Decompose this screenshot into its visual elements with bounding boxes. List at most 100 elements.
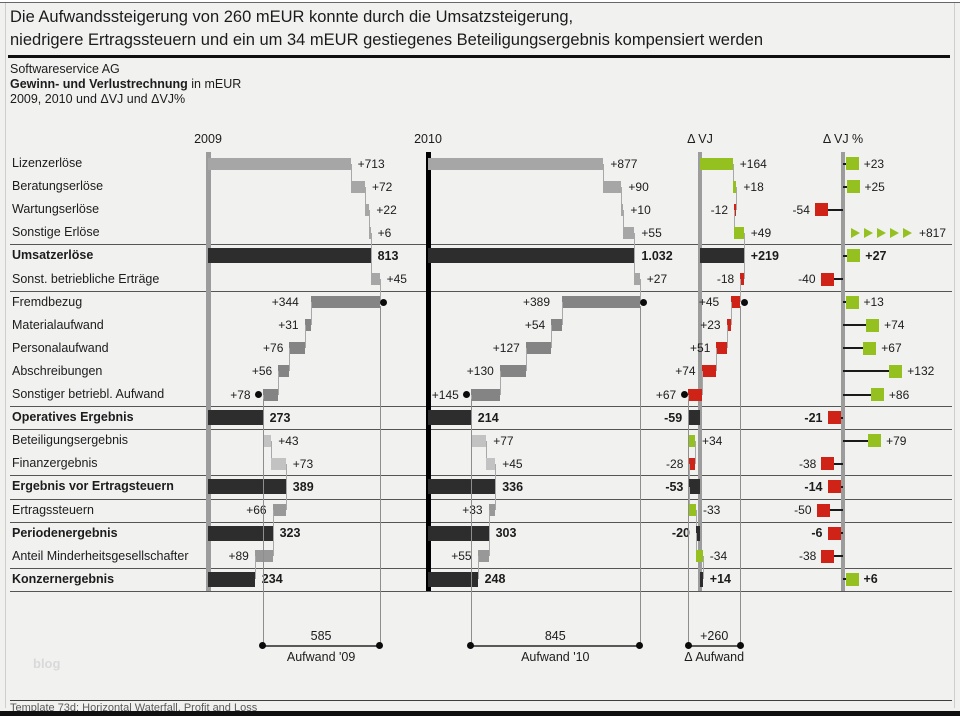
waterfall-bar-dvj [731,296,741,309]
value-label-y09: +76 [263,341,284,356]
value-label-dvjp: +27 [865,248,887,263]
waterfall-connector [499,371,501,395]
column-header-dvjp: Δ VJ % [822,132,864,146]
waterfall-bar-dvj [696,525,700,541]
offscale-arrow-icon [890,227,899,238]
row-label: Anteil Minderheitsgesellschafter [12,548,189,563]
row-separator [10,521,952,523]
value-label-dvjp: -54 [792,202,810,217]
value-label-dvjp: -40 [798,272,816,287]
row-label: Finanzergebnis [12,456,98,471]
pct-stem [823,509,843,512]
pct-marker [845,157,859,171]
pct-marker [845,572,859,586]
row-separator [10,475,952,477]
row-label: Sonstiger betriebl. Aufwand [12,387,165,402]
row-separator [10,290,952,292]
value-label-y10: +90 [628,179,649,194]
bracket-value: 585 [310,628,332,643]
bracket-line [470,644,640,647]
bracket-dot [259,642,267,649]
slide-title-line1: Die Aufwandssteigerung von 260 mEUR konn… [10,8,574,26]
waterfall-connector [740,279,742,303]
row-label: Fremdbezug [12,294,83,309]
waterfall-bar-y09 [272,504,286,517]
value-label-dvjp: +86 [888,387,910,402]
value-label-y10: 336 [502,479,524,494]
value-label-dvj: +49 [750,225,772,240]
pct-marker [827,411,841,425]
slide-left-border [5,3,6,708]
row-label: Beteiligungsergebnis [12,433,129,448]
waterfall-connector [272,510,274,534]
column-header-y10: 2010 [414,132,442,146]
offscale-arrow-icon [903,227,912,238]
value-label-dvj: +67 [655,387,677,402]
waterfall-bar-y09 [254,550,273,563]
waterfall-bar-y09 [350,180,365,193]
value-label-y09: +89 [228,549,249,564]
bracket-value: +260 [700,628,729,643]
waterfall-bar-dvj [716,342,727,355]
waterfall-bar-y10 [477,550,489,563]
value-label-y09: +344 [271,295,299,310]
waterfall-bar-dvj [688,388,702,401]
value-label-y10: +127 [492,341,520,356]
row-label: Periodenergebnis [12,525,118,540]
waterfall-connector [689,463,691,487]
value-label-dvj: +14 [709,572,732,587]
waterfall-connector [726,325,728,349]
bracket-drop-line [688,398,690,646]
waterfall-connector [379,279,381,303]
waterfall-bar-y10 [634,273,640,286]
row-label: Abschreibungen [12,363,103,378]
waterfall-bar-y10 [499,365,526,378]
waterfall-connector [289,348,291,372]
value-label-y10: +77 [493,433,514,448]
subtitle-unit: in mEUR [187,77,242,91]
waterfall-connector [370,255,372,280]
waterfall-bar-y09 [278,365,290,378]
row-label: Lizenzerlöse [12,156,83,171]
bracket-line [688,644,741,647]
waterfall-bar-y10 [428,410,471,426]
value-label-dvjp: +132 [907,364,935,379]
value-label-y09: +6 [377,225,392,240]
watermark: blog [33,656,61,671]
waterfall-bar-y10 [470,388,500,401]
footer-divider [10,700,952,701]
waterfall-connector [285,463,287,487]
waterfall-bar-y10 [551,319,562,332]
waterfall-bar-dvj [740,273,744,286]
bracket-name: Aufwand '09 [286,649,356,664]
waterfall-bar-dvj [726,319,732,332]
offscale-arrow-icon [877,227,886,238]
value-label-dvjp: +6 [863,572,878,587]
span-dot [680,391,688,399]
bracket-dot [684,642,692,649]
value-label-dvj: -53 [665,479,684,494]
row-separator [10,406,952,408]
waterfall-connector [743,255,745,280]
waterfall-bar-y09 [262,434,272,447]
row-separator [10,567,952,569]
waterfall-bar-y10 [470,434,487,447]
value-label-dvjp: -38 [798,549,817,564]
subtitle-period: 2009, 2010 und ΔVJ und ΔVJ% [10,92,186,106]
subtitle-chart-name: Gewinn- und Verlustrechnung in mEUR [10,77,241,91]
bracket-drop-line [379,306,381,646]
value-label-y10: +33 [462,503,483,518]
span-dot [255,391,263,399]
waterfall-bar-y10 [621,203,624,216]
waterfall-bar-y09 [271,457,286,470]
value-label-dvjp: +67 [881,341,902,356]
row-separator [10,498,952,500]
pct-marker [821,457,835,471]
value-label-y09: +66 [246,503,267,518]
value-label-y10: +27 [646,272,668,287]
value-label-y10: +45 [502,456,523,471]
waterfall-bar-dvj [732,180,737,193]
value-label-dvjp: +13 [863,295,884,310]
value-label-y09: +43 [278,433,299,448]
